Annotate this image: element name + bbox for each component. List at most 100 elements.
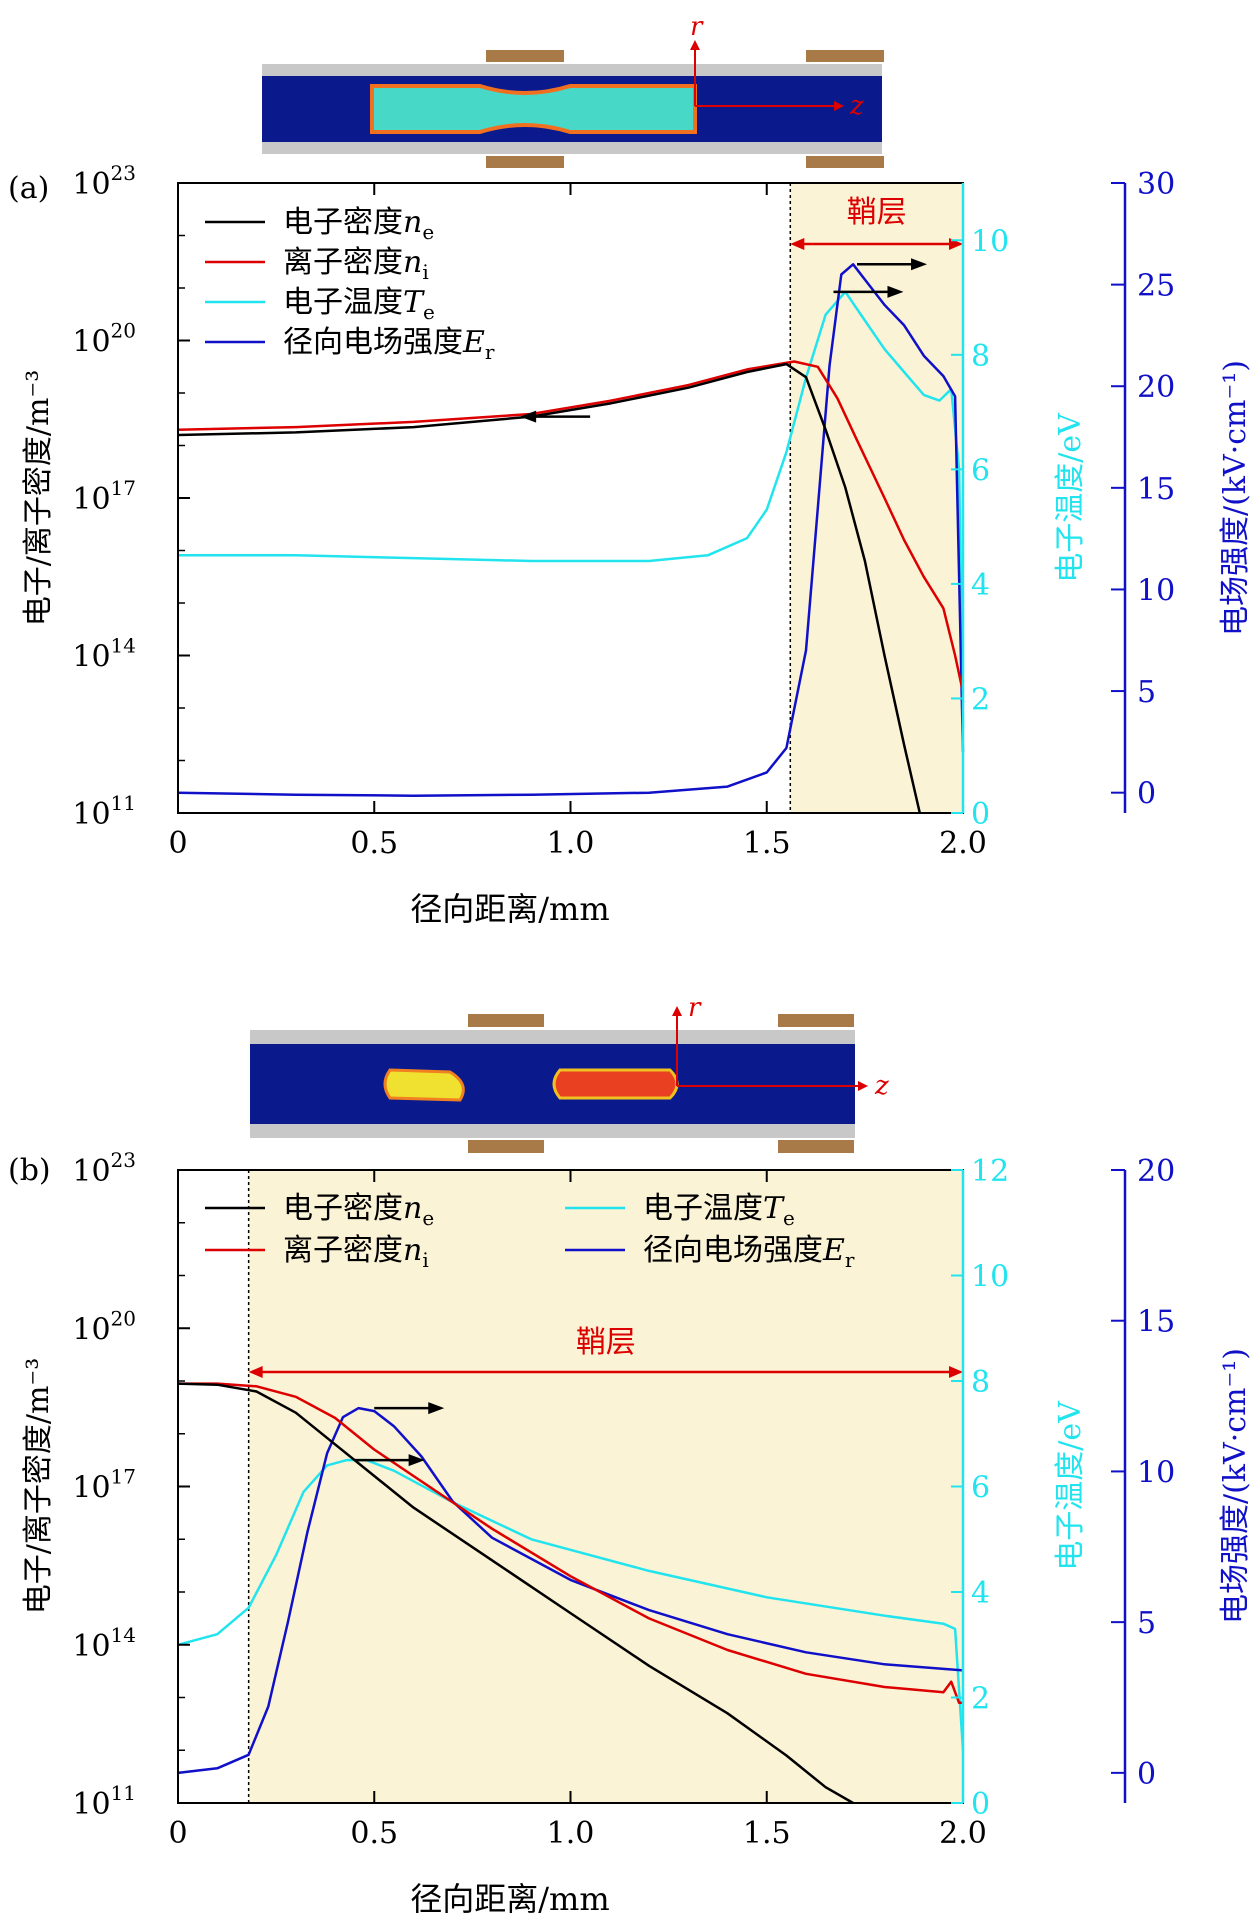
y-mid-tick-label: 6 (971, 453, 990, 488)
plasma-region (552, 1068, 679, 1100)
legend-subscript: e (423, 300, 435, 324)
y-right-tick-label: 10 (1137, 1455, 1175, 1490)
y-left-tick-exponent: 14 (111, 1623, 136, 1647)
legend-label: 电子密度ne (283, 205, 434, 244)
y-left-tick-exponent: 11 (111, 791, 136, 815)
series-arrows (354, 1402, 445, 1467)
y-mid-axis-label: 电子温度/eV (1053, 412, 1088, 583)
y-left-tick-label: 1017 (72, 476, 136, 517)
y-mid-tick-label: 0 (971, 797, 990, 832)
coord-z-label: z (874, 1071, 889, 1101)
axes: 0 0.5 1.0 1.5 2.0101110141017102010230246810… (72, 161, 1175, 861)
sheath-region (790, 183, 963, 813)
series-line-electron-density (177, 1382, 854, 1805)
series-arrows (520, 258, 928, 423)
y-mid-tick-label: 4 (971, 1576, 990, 1611)
y-left-tick-exponent: 20 (111, 319, 136, 343)
electrode-top (778, 1014, 854, 1027)
panel-label: (b) (8, 1153, 51, 1188)
y-mid-tick-label: 0 (971, 1787, 990, 1822)
y-mid-tick-label: 10 (971, 224, 1009, 259)
legend-symbol: n (403, 205, 422, 240)
axes: 0 0.5 1.0 1.5 2.0101110141017102010230246810… (72, 1148, 1175, 1851)
y-left-axis-label: 电子/离子密度/m⁻³ (21, 1358, 56, 1615)
legend-label: 离子密度ni (283, 1233, 429, 1272)
y-right-tick-label: 5 (1137, 675, 1156, 710)
panel-a: r z (a) 鞘层 0 0.5 1.0 1.5 2.01011101410171020… (8, 12, 1253, 928)
y-right-tick-label: 15 (1137, 472, 1175, 507)
series-arrowhead (911, 258, 928, 271)
legend-subscript: i (422, 1248, 428, 1272)
electrode-bottom (486, 156, 564, 168)
x-tick-label: 1.0 (547, 826, 595, 861)
y-right-tick-label: 10 (1137, 573, 1175, 608)
series-arrowhead (520, 410, 537, 423)
sheath-annotation: 鞘层 (248, 1325, 963, 1378)
plasma-region (383, 1068, 465, 1102)
y-mid-tick-label: 8 (971, 1365, 990, 1400)
y-right-tick-label: 0 (1137, 1757, 1156, 1792)
legend-label: 离子密度ni (283, 245, 429, 284)
y-left-tick-label: 1020 (72, 1306, 136, 1347)
x-tick-label: 2.0 (939, 826, 987, 861)
x-tick-label: 1.0 (547, 1816, 595, 1851)
y-right-tick-label: 5 (1137, 1606, 1156, 1641)
y-right-tick-label: 20 (1137, 370, 1175, 405)
curves (177, 263, 965, 814)
y-left-tick-exponent: 11 (111, 1781, 136, 1805)
y-mid-tick-label: 12 (971, 1154, 1009, 1189)
y-left-tick-exponent: 20 (111, 1306, 136, 1330)
sheath-arrowhead-left (790, 238, 805, 250)
legend-symbol: n (403, 245, 422, 280)
x-tick-label: 0 (168, 1816, 187, 1851)
series-arrowhead (408, 1454, 425, 1467)
legend-label: 电子温度Te (643, 1191, 795, 1230)
series-line-radial-field (177, 1406, 964, 1775)
sheath-arrowhead-right (949, 1366, 963, 1378)
y-right-tick-label: 30 (1137, 167, 1175, 202)
sheath-arrowhead-left (248, 1366, 263, 1378)
x-tick-label: 1.5 (743, 826, 791, 861)
legend-symbol: T (763, 1191, 785, 1226)
legend-subscript: r (485, 340, 495, 364)
legend-symbol: E (822, 1233, 845, 1268)
inset-schematic-a: r z (262, 12, 884, 168)
y-left-tick-label: 1014 (72, 634, 136, 675)
x-tick-label: 1.5 (743, 1816, 791, 1851)
legend-label: 电子温度Te (283, 285, 435, 324)
y-right-tick-label: 0 (1137, 777, 1156, 812)
coord-z-arrowhead (858, 1081, 868, 1091)
legend-symbol: T (403, 285, 425, 320)
series-line-radial-field (177, 263, 965, 797)
series-line-electron-density (177, 362, 922, 814)
coord-z-label: z (849, 91, 864, 121)
y-right-axis-label: 电场强度/(kV·cm⁻¹) (1218, 360, 1253, 636)
electrode-bottom (778, 1140, 854, 1153)
electrode-bottom (806, 156, 884, 168)
series-arrowhead (887, 285, 904, 298)
legend-subscript: i (422, 260, 428, 284)
y-left-tick-label: 1023 (72, 1148, 136, 1189)
y-mid-tick-label: 6 (971, 1471, 990, 1506)
series-line-electron-temperature (177, 1458, 965, 1751)
x-tick-label: 0 (168, 826, 187, 861)
legend-symbol: n (403, 1191, 422, 1226)
y-right-tick-label: 15 (1137, 1305, 1175, 1340)
y-left-tick-exponent: 14 (111, 634, 136, 658)
coord-r-label: r (688, 993, 702, 1023)
series-line-electron-temperature (178, 290, 965, 728)
legend-label: 径向电场强度Er (283, 325, 495, 364)
sheath-annotation: 鞘层 (790, 195, 963, 250)
legend-subscript: r (845, 1248, 855, 1272)
panel-b: r z (b) 鞘层 0 0.5 1.0 1.5 2.01011101410171020… (8, 993, 1253, 1918)
y-left-tick-label: 1011 (72, 1781, 136, 1822)
legend-label: 电子密度ne (283, 1191, 434, 1230)
series-arrowhead (428, 1402, 445, 1415)
coord-z-arrowhead (834, 101, 844, 111)
electrode-top (486, 50, 564, 62)
electrode-top (806, 50, 884, 62)
y-left-tick-label: 1023 (72, 161, 136, 202)
sheath-label: 鞘层 (847, 195, 907, 230)
